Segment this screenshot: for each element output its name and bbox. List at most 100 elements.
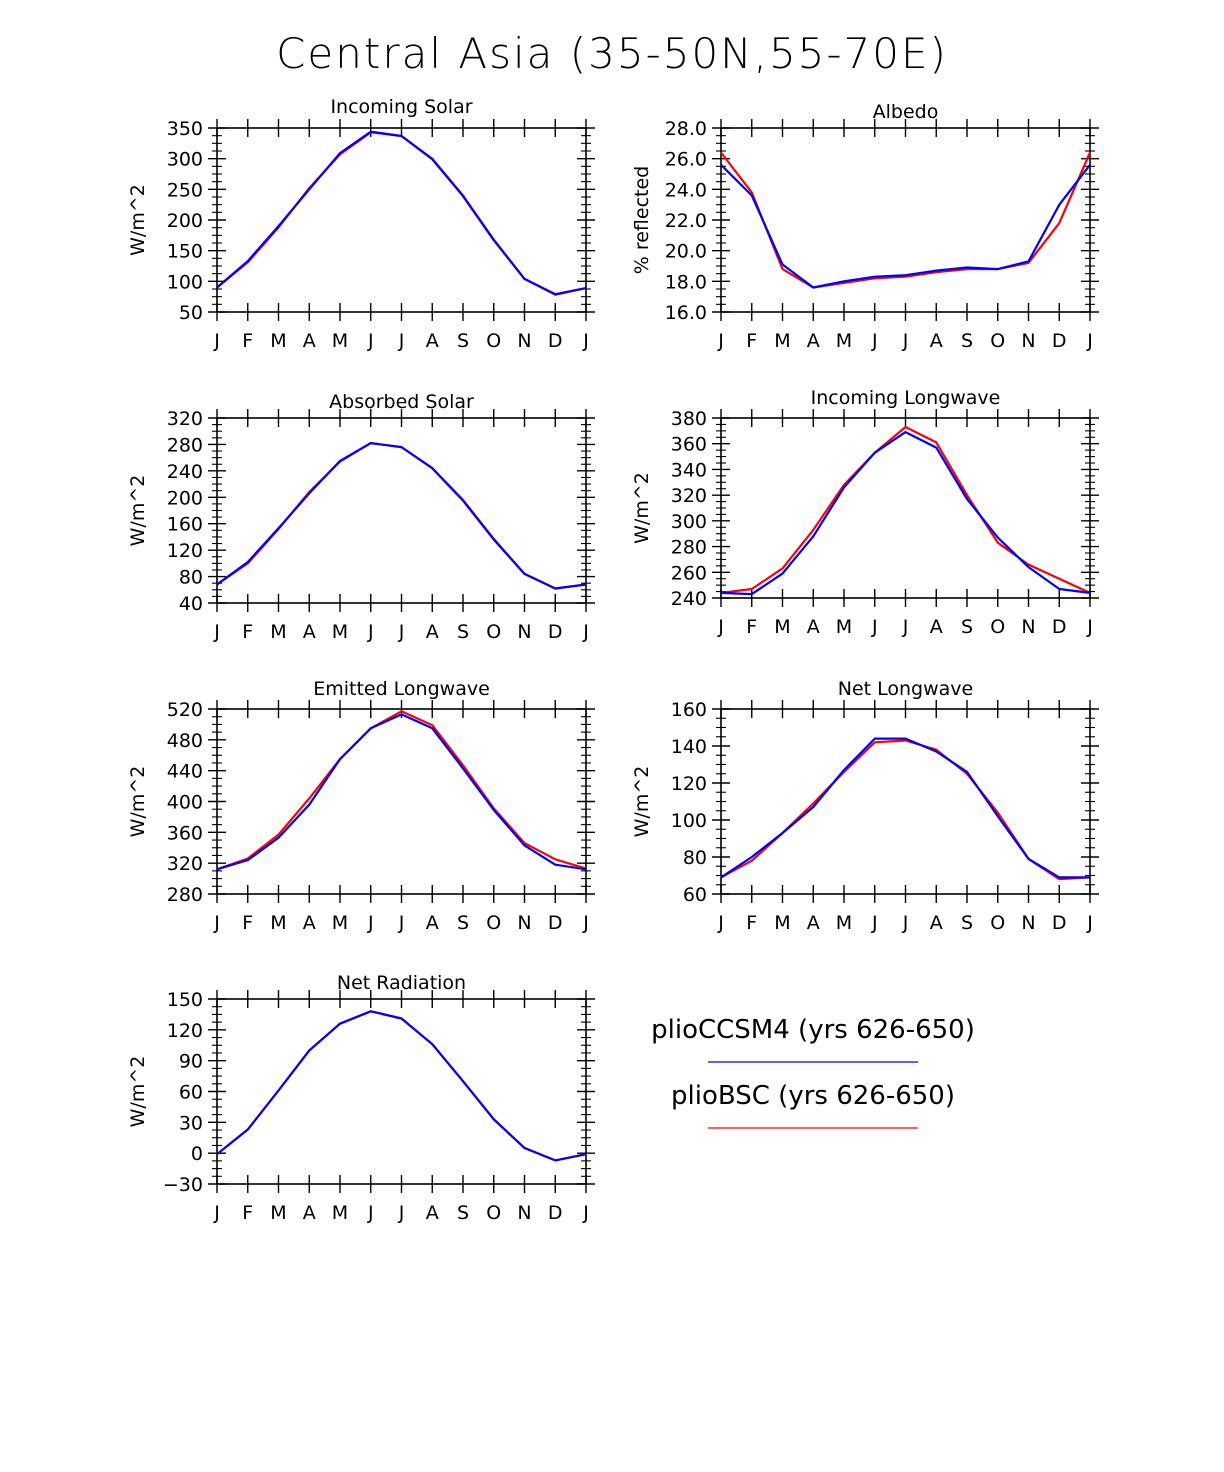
y-tick-label: 22.0: [665, 210, 707, 232]
x-tick-label: J: [582, 912, 589, 934]
x-tick-label: J: [367, 1202, 374, 1224]
x-tick-label: M: [270, 330, 286, 352]
y-tick-label: 80: [683, 847, 707, 869]
x-tick-label: N: [517, 1202, 531, 1224]
x-tick-label: A: [807, 616, 820, 638]
x-tick-label: A: [303, 330, 316, 352]
y-tick-label: 280: [167, 884, 203, 906]
x-tick-label: N: [1021, 330, 1035, 352]
y-tick-label: −30: [163, 1174, 203, 1196]
panel-title: Net Radiation: [337, 972, 466, 994]
y-tick-label: 240: [671, 588, 707, 610]
x-tick-label: A: [303, 1202, 316, 1224]
x-tick-label: S: [961, 330, 973, 352]
x-tick-label: F: [242, 912, 253, 934]
x-tick-label: D: [548, 621, 563, 643]
x-tick-label: J: [582, 330, 589, 352]
panel-title: Emitted Longwave: [313, 678, 490, 700]
x-tick-label: J: [582, 1202, 589, 1224]
series-line-plioccsm4: [720, 737, 1090, 879]
y-tick-label: 320: [167, 408, 203, 430]
y-tick-label: 240: [167, 461, 203, 483]
x-tick-label: J: [871, 330, 878, 352]
series-line-pliobsc: [216, 710, 587, 871]
x-tick-label: M: [270, 621, 286, 643]
y-tick-label: 520: [167, 699, 203, 721]
x-tick-label: O: [486, 330, 501, 352]
y-tick-label: 120: [671, 773, 707, 795]
y-tick-label: 160: [671, 699, 707, 721]
x-tick-label: J: [398, 621, 405, 643]
x-tick-label: M: [836, 616, 852, 638]
x-tick-label: J: [1086, 616, 1093, 638]
y-tick-label: 300: [167, 149, 203, 171]
plot-frame: [216, 708, 587, 895]
x-tick-label: F: [242, 621, 253, 643]
x-tick-label: J: [398, 1202, 405, 1224]
y-tick-label: 200: [167, 487, 203, 509]
y-tick-label: 18.0: [665, 271, 707, 293]
x-tick-label: S: [961, 616, 973, 638]
x-tick-label: J: [367, 621, 374, 643]
x-tick-label: D: [548, 1202, 563, 1224]
y-axis-label: W/m^2: [127, 1056, 149, 1128]
y-tick-label: 340: [671, 459, 707, 481]
x-tick-label: J: [367, 330, 374, 352]
y-tick-label: 50: [179, 302, 203, 324]
x-tick-label: S: [457, 330, 469, 352]
x-tick-label: J: [871, 912, 878, 934]
x-tick-label: M: [836, 330, 852, 352]
y-tick-label: 140: [671, 736, 707, 758]
series-line-pliobsc: [720, 151, 1092, 289]
y-tick-label: 250: [167, 179, 203, 201]
legend: plioCCSM4 (yrs 626-650) plioBSC (yrs 626…: [651, 1015, 975, 1129]
panel-title: Net Longwave: [838, 678, 974, 700]
plot-frame: [720, 127, 1091, 313]
series-line-plioccsm4: [216, 130, 587, 296]
x-tick-label: O: [486, 1202, 501, 1224]
x-tick-label: A: [930, 912, 943, 934]
x-tick-label: S: [961, 912, 973, 934]
y-tick-label: 90: [179, 1051, 203, 1073]
y-tick-label: 120: [167, 540, 203, 562]
y-tick-label: 360: [671, 434, 707, 456]
y-tick-label: 30: [179, 1112, 203, 1134]
x-tick-label: J: [582, 621, 589, 643]
x-tick-label: J: [213, 330, 220, 352]
y-tick-label: 150: [167, 989, 203, 1011]
x-tick-label: O: [990, 912, 1005, 934]
y-tick-label: 16.0: [665, 302, 707, 324]
x-tick-label: F: [242, 330, 253, 352]
y-tick-label: 100: [167, 271, 203, 293]
x-tick-label: A: [426, 912, 439, 934]
panel-title: Absorbed Solar: [329, 391, 474, 413]
y-tick-label: 160: [167, 514, 203, 536]
x-tick-label: J: [398, 330, 405, 352]
x-tick-label: S: [457, 912, 469, 934]
x-tick-label: D: [1052, 616, 1067, 638]
x-tick-label: N: [1021, 616, 1035, 638]
x-tick-label: J: [367, 912, 374, 934]
series-line-pliobsc: [720, 425, 1091, 594]
x-tick-label: N: [517, 912, 531, 934]
y-tick-label: 28.0: [665, 118, 707, 140]
x-tick-label: N: [1021, 912, 1035, 934]
series-line-plioccsm4: [720, 164, 1091, 289]
x-tick-label: O: [486, 912, 501, 934]
y-tick-label: 60: [683, 884, 707, 906]
x-tick-label: J: [213, 621, 220, 643]
x-tick-label: J: [1086, 912, 1093, 934]
y-tick-label: 0: [191, 1143, 203, 1165]
x-tick-label: D: [548, 912, 563, 934]
y-tick-label: 320: [671, 485, 707, 507]
x-tick-label: M: [836, 912, 852, 934]
x-tick-label: M: [332, 1202, 348, 1224]
series-line-pliobsc: [720, 739, 1091, 881]
x-tick-label: A: [807, 330, 820, 352]
y-axis-label: W/m^2: [631, 472, 653, 544]
x-tick-label: A: [426, 621, 439, 643]
series-line-pliobsc: [216, 442, 587, 590]
y-tick-label: 80: [179, 567, 203, 589]
y-axis-label: % reflected: [631, 166, 653, 274]
